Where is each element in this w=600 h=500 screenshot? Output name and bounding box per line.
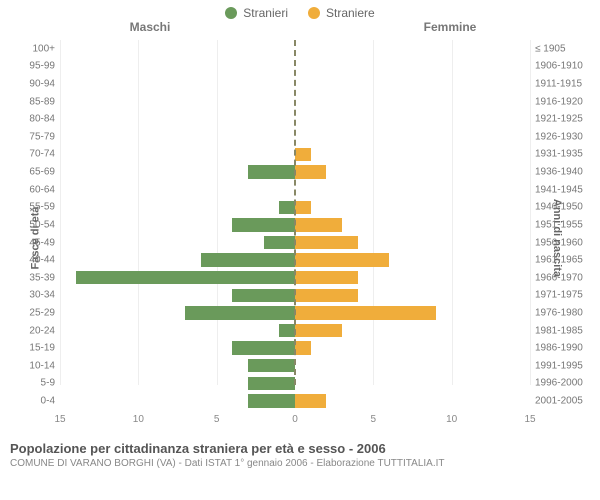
birth-year-label: 1911-1915	[535, 79, 590, 90]
bar-female	[295, 148, 311, 161]
legend: Stranieri Straniere	[0, 0, 600, 20]
bar-female	[295, 253, 389, 266]
bar-male	[185, 306, 295, 319]
age-label: 40-44	[15, 255, 55, 266]
legend-label-male: Stranieri	[243, 6, 288, 20]
birth-year-label: 1936-1940	[535, 167, 590, 178]
header-male: Maschi	[0, 20, 300, 34]
x-tick: 5	[214, 414, 220, 425]
x-tick: 10	[446, 414, 457, 425]
age-label: 75-79	[15, 131, 55, 142]
bar-female	[295, 165, 326, 178]
bar-male	[232, 218, 295, 231]
birth-year-label: 1941-1945	[535, 184, 590, 195]
age-label: 0-4	[15, 395, 55, 406]
birth-year-label: 1981-1985	[535, 325, 590, 336]
age-label: 5-9	[15, 378, 55, 389]
birth-year-label: 1946-1950	[535, 202, 590, 213]
birth-year-label: 1906-1910	[535, 61, 590, 72]
birth-year-label: 1921-1925	[535, 114, 590, 125]
bar-male	[248, 165, 295, 178]
legend-label-female: Straniere	[326, 6, 375, 20]
bar-female	[295, 271, 358, 284]
legend-item-male: Stranieri	[225, 6, 288, 20]
age-label: 30-34	[15, 290, 55, 301]
bar-male	[279, 201, 295, 214]
age-label: 90-94	[15, 79, 55, 90]
age-label: 60-64	[15, 184, 55, 195]
bar-male	[248, 377, 295, 390]
birth-year-label: 1961-1965	[535, 255, 590, 266]
legend-item-female: Straniere	[308, 6, 375, 20]
bar-male	[232, 341, 295, 354]
age-label: 25-29	[15, 307, 55, 318]
bar-male	[76, 271, 295, 284]
footer-title: Popolazione per cittadinanza straniera p…	[10, 441, 590, 456]
birth-year-label: 1956-1960	[535, 237, 590, 248]
bar-male	[248, 394, 295, 407]
age-label: 85-89	[15, 96, 55, 107]
birth-year-label: 1996-2000	[535, 378, 590, 389]
bar-male	[232, 289, 295, 302]
legend-swatch-female	[308, 7, 320, 19]
x-tick: 15	[524, 414, 535, 425]
x-tick: 0	[292, 414, 298, 425]
birth-year-label: 2001-2005	[535, 395, 590, 406]
x-tick: 15	[54, 414, 65, 425]
bar-female	[295, 306, 436, 319]
age-label: 55-59	[15, 202, 55, 213]
pyramid-row: 0-42001-2005	[60, 392, 530, 410]
birth-year-label: 1976-1980	[535, 307, 590, 318]
center-divider	[294, 40, 296, 385]
age-label: 15-19	[15, 343, 55, 354]
legend-swatch-male	[225, 7, 237, 19]
plot-region: 100+≤ 190595-991906-191090-941911-191585…	[60, 40, 530, 410]
birth-year-label: 1986-1990	[535, 343, 590, 354]
chart-footer: Popolazione per cittadinanza straniera p…	[0, 435, 600, 469]
birth-year-label: 1931-1935	[535, 149, 590, 160]
bar-female	[295, 201, 311, 214]
birth-year-label: 1991-1995	[535, 360, 590, 371]
bar-female	[295, 218, 342, 231]
column-headers: Maschi Femmine	[0, 20, 600, 40]
birth-year-label: ≤ 1905	[535, 43, 590, 54]
bar-male	[279, 324, 295, 337]
age-label: 95-99	[15, 61, 55, 72]
bar-male	[248, 359, 295, 372]
x-tick: 10	[133, 414, 144, 425]
age-label: 10-14	[15, 360, 55, 371]
bar-male	[201, 253, 295, 266]
birth-year-label: 1926-1930	[535, 131, 590, 142]
age-label: 35-39	[15, 272, 55, 283]
age-label: 65-69	[15, 167, 55, 178]
birth-year-label: 1966-1970	[535, 272, 590, 283]
age-label: 20-24	[15, 325, 55, 336]
chart-area: Fasce di età Anni di nascita 100+≤ 19059…	[0, 40, 600, 435]
bar-female	[295, 236, 358, 249]
age-label: 80-84	[15, 114, 55, 125]
bar-female	[295, 394, 326, 407]
bar-male	[264, 236, 295, 249]
age-label: 45-49	[15, 237, 55, 248]
age-label: 100+	[15, 43, 55, 54]
bar-female	[295, 324, 342, 337]
x-axis: 15105051015	[60, 410, 530, 435]
age-label: 70-74	[15, 149, 55, 160]
bar-female	[295, 341, 311, 354]
header-female: Femmine	[300, 20, 600, 34]
age-label: 50-54	[15, 219, 55, 230]
bar-female	[295, 289, 358, 302]
birth-year-label: 1971-1975	[535, 290, 590, 301]
birth-year-label: 1916-1920	[535, 96, 590, 107]
footer-subtitle: COMUNE DI VARANO BORGHI (VA) - Dati ISTA…	[10, 458, 590, 469]
birth-year-label: 1951-1955	[535, 219, 590, 230]
x-tick: 5	[371, 414, 377, 425]
